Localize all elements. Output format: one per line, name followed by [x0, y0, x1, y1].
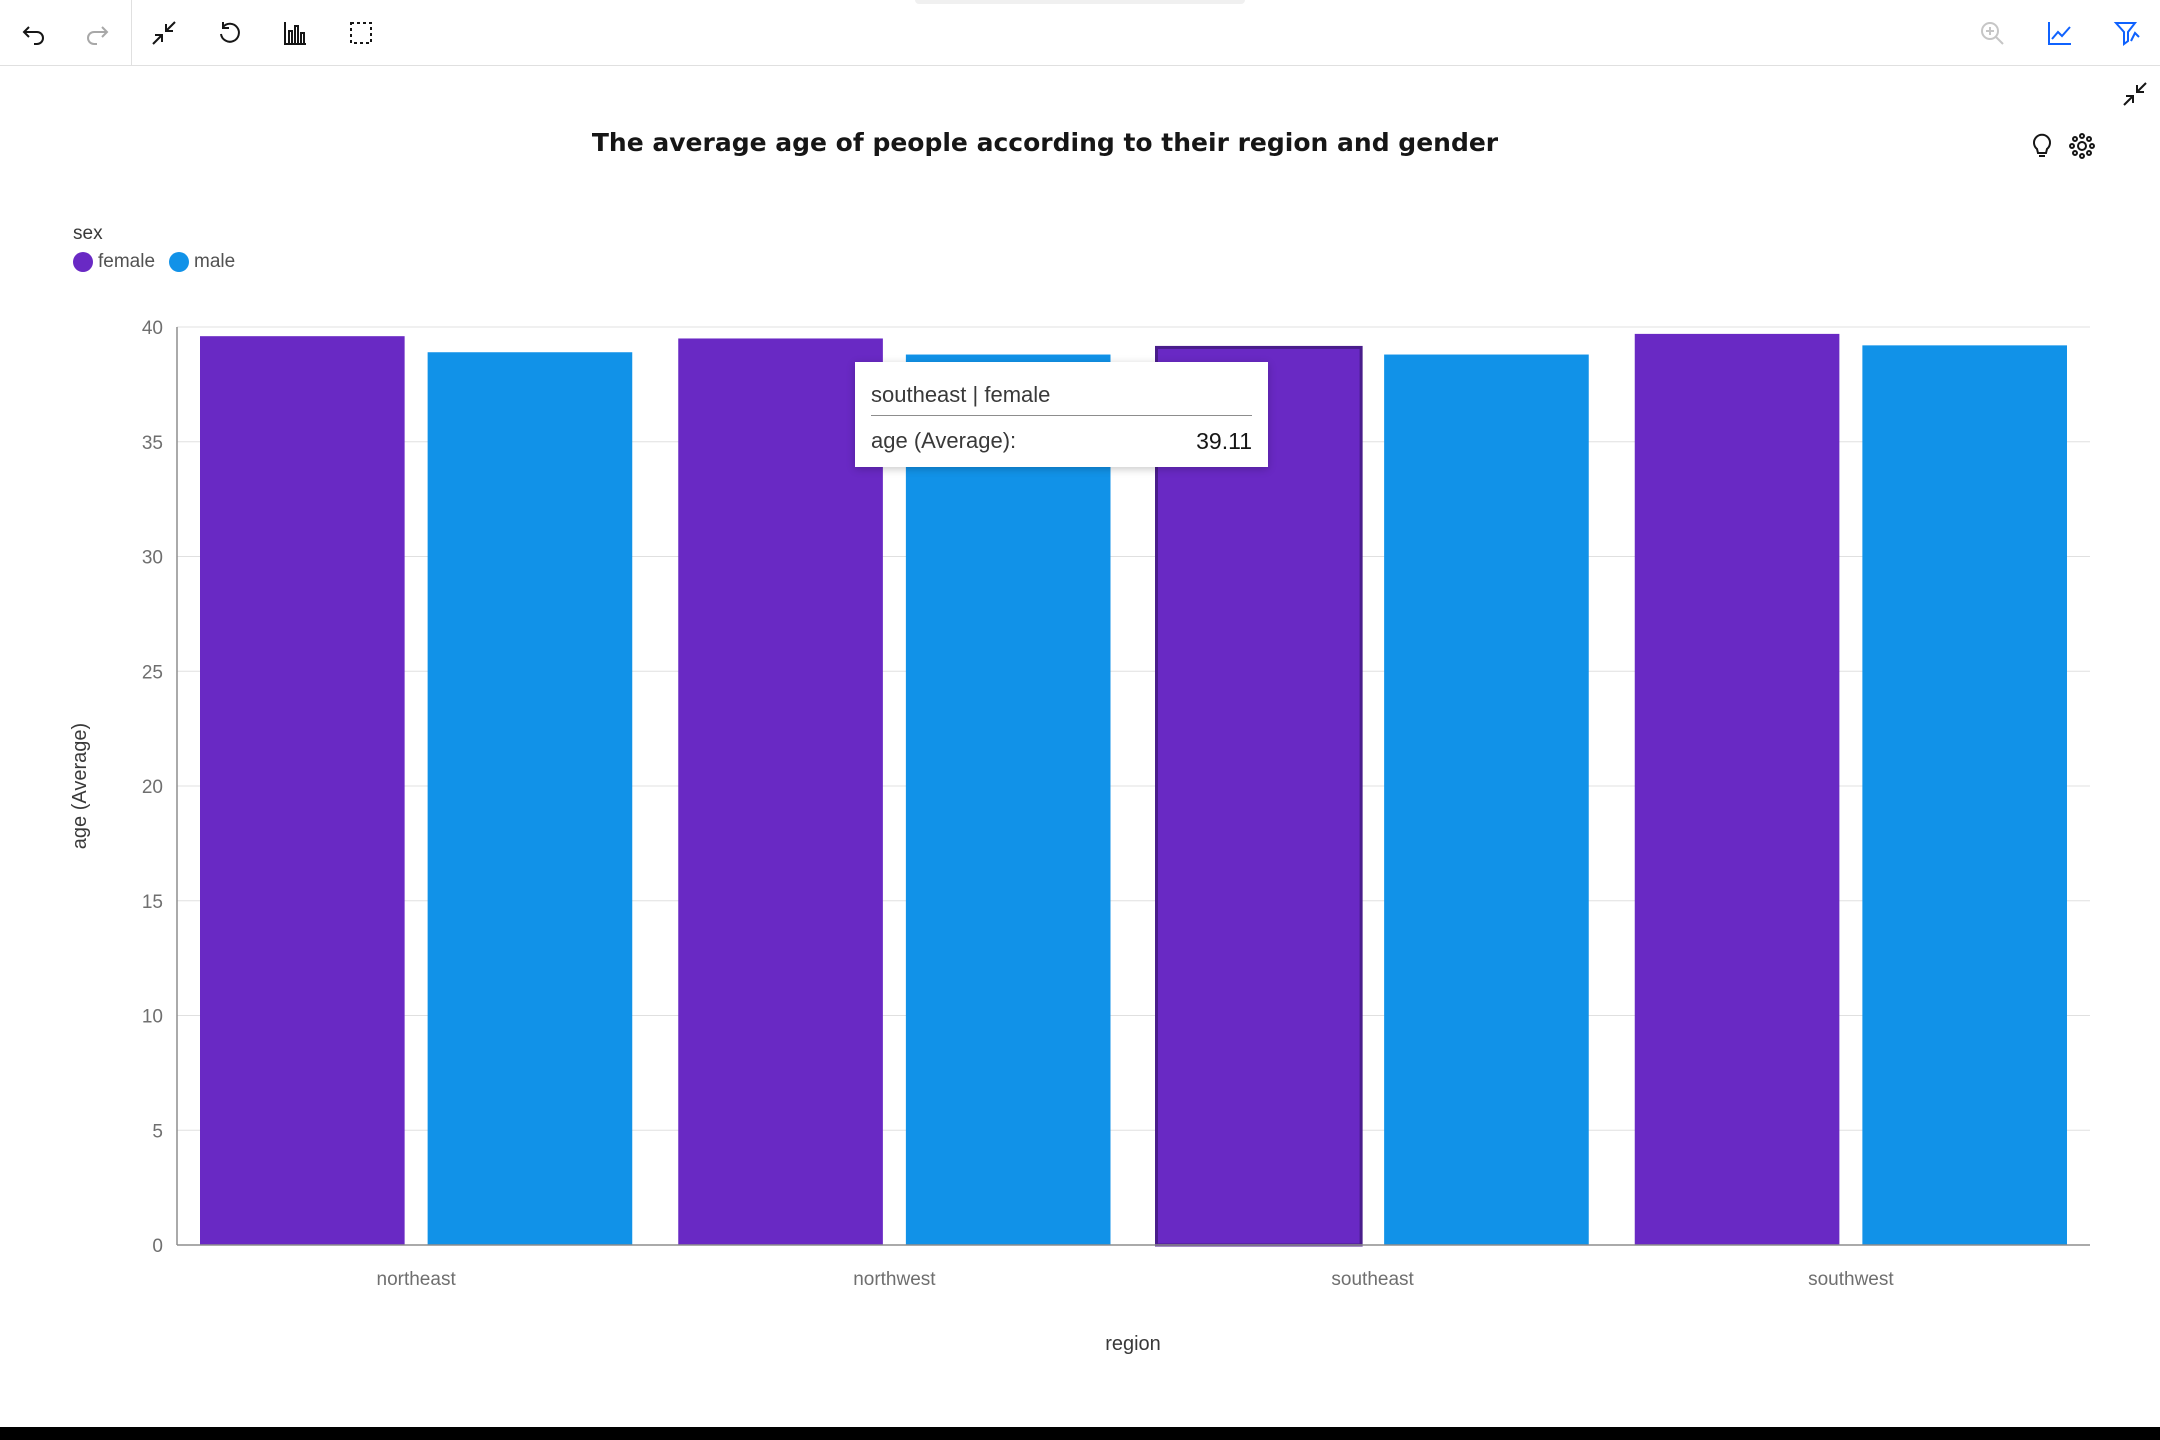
bar-northeast-female[interactable]: [200, 336, 405, 1245]
legend-swatch-female: [73, 252, 93, 272]
minimize-button[interactable]: [2115, 74, 2155, 114]
y-tick-label: 35: [142, 433, 163, 454]
legend-label-male: male: [194, 251, 236, 272]
bar-northeast-male[interactable]: [427, 352, 633, 1245]
legend-title: sex: [73, 223, 103, 244]
tooltip: southeast | female age (Average): 39.11: [855, 362, 1268, 467]
bar-northwest-male[interactable]: [905, 354, 1111, 1245]
reset-icon: [220, 22, 240, 43]
selection-button[interactable]: [339, 11, 383, 55]
bar-chart-button[interactable]: [273, 11, 317, 55]
legend: female male: [73, 251, 249, 273]
bar-northwest-female[interactable]: [678, 338, 883, 1246]
undo-icon: [22, 26, 44, 45]
filter-button[interactable]: [2105, 11, 2149, 55]
insight-button[interactable]: [2022, 126, 2062, 166]
bar-southeast-female[interactable]: [1155, 345, 1363, 1247]
y-tick-label: 5: [152, 1121, 163, 1142]
legend-item-female[interactable]: female: [73, 251, 155, 273]
legend-label-female: female: [98, 251, 156, 272]
y-tick-label: 0: [152, 1236, 163, 1257]
y-tick-label: 25: [142, 662, 163, 683]
x-tick-label: northwest: [853, 1269, 936, 1290]
bar-chart-icon: [284, 22, 306, 45]
zoom-in-icon: [1981, 22, 2004, 45]
toolbar: [0, 0, 2160, 66]
tooltip-label: age (Average):: [871, 428, 1017, 453]
tooltip-value: 39.11: [1196, 428, 1252, 454]
legend-swatch-male: [169, 252, 190, 272]
selection-icon: [350, 22, 372, 44]
bar-southeast-male[interactable]: [1384, 354, 1589, 1245]
bar-southwest-male[interactable]: [1862, 345, 2067, 1245]
y-axis-title: age (Average): [69, 723, 91, 849]
redo-button[interactable]: [75, 11, 119, 55]
bar-southwest-female[interactable]: [1634, 333, 1840, 1245]
collapse-icon: [152, 21, 176, 45]
filter-icon: [2113, 22, 2140, 46]
settings-button[interactable]: [2062, 126, 2102, 166]
x-tick-label: southwest: [1808, 1269, 1894, 1290]
x-tick-label: southeast: [1331, 1269, 1414, 1290]
settings-gear-icon: [2069, 133, 2095, 159]
tooltip-title: southeast | female: [871, 362, 1252, 416]
top-drag-handle[interactable]: [915, 0, 1245, 4]
y-tick-label: 10: [142, 1007, 163, 1028]
tooltip-row: age (Average): 39.11: [871, 428, 1252, 455]
line-chart-icon: [2048, 22, 2071, 45]
insight-bulb-icon: [2033, 133, 2051, 157]
minimize-icon: [2123, 82, 2147, 106]
x-tick-label: northeast: [377, 1269, 457, 1290]
reset-button[interactable]: [208, 11, 252, 55]
zoom-in-button[interactable]: [1970, 11, 2014, 55]
bars: [200, 333, 2067, 1247]
undo-button[interactable]: [12, 11, 56, 55]
toolbar-divider: [131, 0, 132, 66]
redo-icon: [87, 26, 109, 45]
y-tick-label: 30: [142, 548, 163, 569]
y-tick-label: 20: [142, 777, 163, 798]
legend-item-male[interactable]: male: [169, 251, 235, 273]
chart-title: The average age of people according to t…: [591, 128, 1499, 157]
x-axis-title: region: [1105, 1333, 1161, 1355]
bottom-bar: [0, 1427, 2160, 1440]
collapse-button[interactable]: [142, 11, 186, 55]
y-tick-label: 40: [142, 318, 163, 339]
line-chart-button[interactable]: [2038, 11, 2082, 55]
y-tick-label: 15: [142, 892, 163, 913]
